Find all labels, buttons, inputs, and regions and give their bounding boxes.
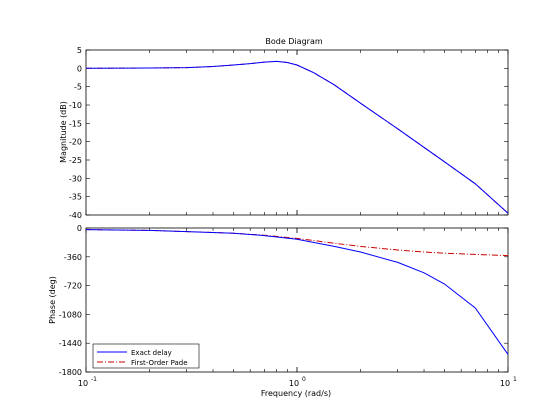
- phase-ytick-label: -1800: [59, 368, 82, 377]
- phase-ytick-label: -360: [64, 253, 82, 262]
- magnitude-ytick-label: -30: [69, 174, 82, 183]
- magnitude-axes-frame: [85, 49, 509, 216]
- x-tick-exponent: 0: [302, 376, 306, 383]
- legend-label-exact: Exact delay: [131, 349, 172, 357]
- x-tick-label: 10: [289, 379, 299, 388]
- magnitude-ytick-label: 5: [77, 46, 82, 55]
- magnitude-ytick-label: -40: [69, 211, 82, 220]
- x-tick-labels: 10 -1 10 0 10 1: [78, 376, 517, 388]
- legend-label-pade: First-Order Pade: [131, 359, 188, 367]
- phase-series-exact-delay: [85, 229, 509, 355]
- chart-title: Bode Diagram: [265, 37, 322, 46]
- phase-lines: [85, 229, 509, 355]
- x-tick-label: 10: [78, 379, 88, 388]
- magnitude-series-first-order-pade: [85, 60, 509, 214]
- magnitude-ytick-label: -35: [69, 193, 82, 202]
- magnitude-ytick-label: -25: [69, 156, 82, 165]
- phase-ytick-label: -1440: [59, 339, 82, 348]
- phase-ytick-label: 0: [77, 224, 82, 233]
- phase-ticks: 0 -360 -720 -1080 -1440 -1800: [59, 224, 509, 377]
- magnitude-lines: [85, 60, 509, 214]
- phase-ytick-label: -720: [64, 282, 82, 291]
- magnitude-ytick-label: -15: [69, 119, 82, 128]
- magnitude-ytick-label: -5: [74, 83, 82, 92]
- phase-ylabel: Phase (deg): [48, 276, 57, 324]
- magnitude-ylabel: Magnitude (dB): [59, 101, 68, 163]
- x-tick-exponent: -1: [91, 376, 97, 383]
- x-tick-label: 10: [500, 379, 510, 388]
- frequency-xlabel: Frequency (rad/s): [261, 389, 331, 398]
- x-tick-exponent: 1: [513, 376, 517, 383]
- legend: Exact delay First-Order Pade: [92, 343, 200, 369]
- phase-series-first-order-pade: [85, 229, 509, 257]
- magnitude-ytick-label: -10: [69, 101, 82, 110]
- phase-ytick-label: -1080: [59, 310, 82, 319]
- magnitude-ticks: 5 0 -5 -10 -15 -20 -25 -30 -35 -40: [69, 46, 509, 220]
- magnitude-ytick-label: -20: [69, 138, 82, 147]
- magnitude-series-exact-delay: [85, 60, 509, 214]
- legend-box: [92, 343, 200, 369]
- magnitude-ytick-label: 0: [77, 64, 82, 73]
